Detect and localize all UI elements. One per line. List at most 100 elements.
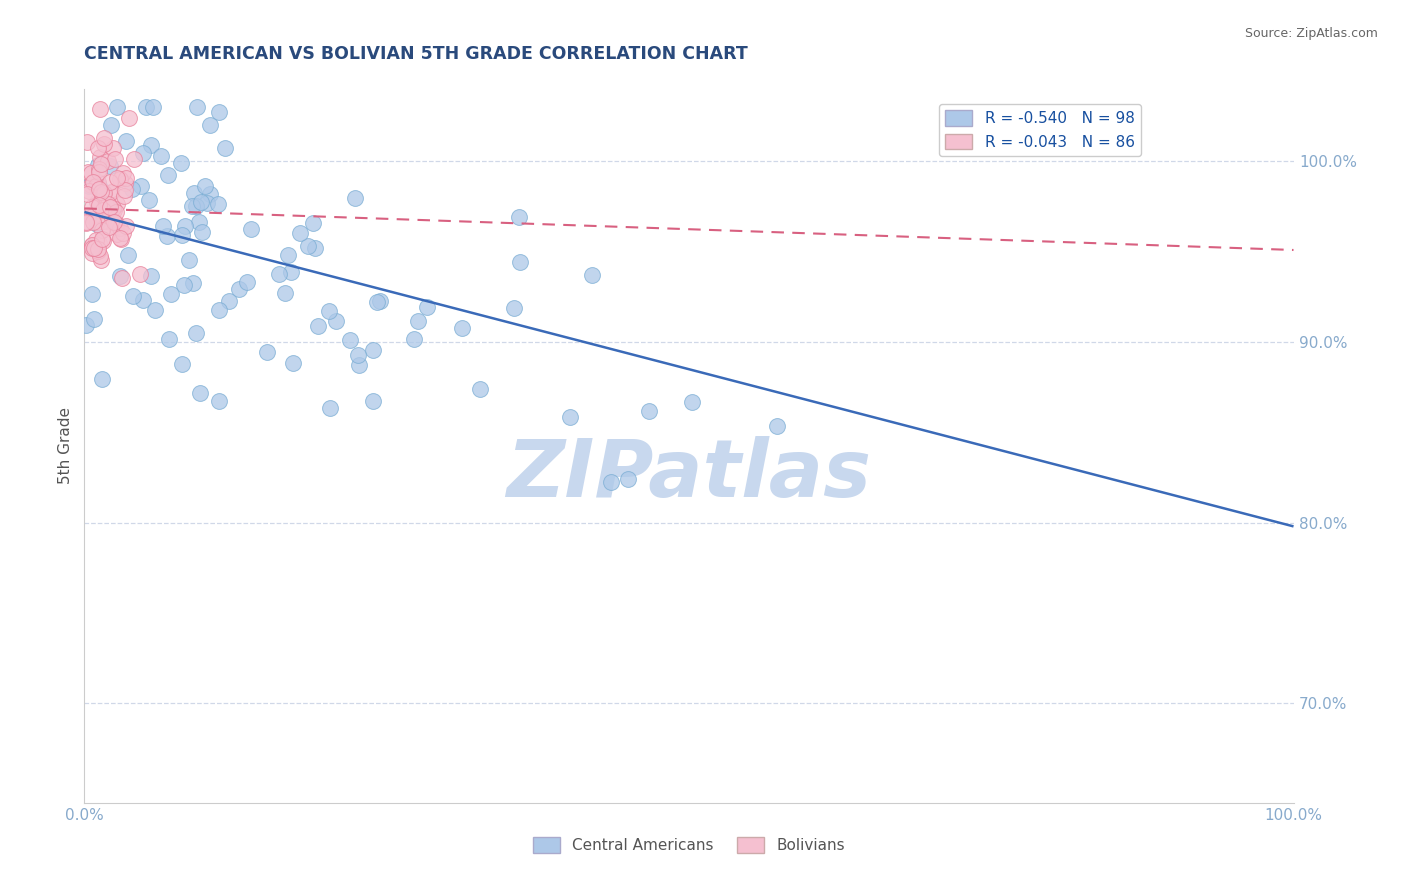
Point (145, 303, 167, 318)
Point (256, 345, 278, 359)
Point (307, 319, 329, 334)
Point (637, 403, 659, 417)
Point (408, 314, 430, 328)
Point (87, 175, 110, 189)
Point (239, 221, 262, 235)
Point (267, 267, 290, 281)
Point (200, 118, 222, 132)
Point (98, 202, 121, 217)
Point (170, 156, 193, 170)
Point (142, 100, 165, 114)
Point (160, 286, 183, 301)
Text: ZIPatlas: ZIPatlas (506, 435, 872, 514)
Point (346, 348, 368, 362)
Point (93, 214, 115, 228)
Point (112, 226, 135, 240)
Point (82, 175, 104, 189)
Point (103, 215, 125, 229)
Point (90, 185, 112, 199)
Y-axis label: 5th Grade: 5th Grade (58, 408, 73, 484)
Point (93, 131, 115, 145)
Point (218, 293, 240, 308)
Point (207, 393, 229, 408)
Point (77, 208, 100, 222)
Point (103, 201, 125, 215)
Point (98, 175, 121, 189)
Point (87, 141, 110, 155)
Point (503, 301, 526, 315)
Point (91, 232, 114, 246)
Point (104, 204, 127, 219)
Point (86, 179, 108, 194)
Point (361, 343, 384, 357)
Point (80, 178, 103, 193)
Point (114, 176, 136, 190)
Point (108, 221, 131, 235)
Point (108, 231, 131, 245)
Point (617, 472, 640, 486)
Point (302, 216, 325, 230)
Point (91, 234, 114, 248)
Point (105, 100, 128, 114)
Point (104, 216, 127, 230)
Point (404, 332, 426, 346)
Point (157, 332, 180, 346)
Point (558, 409, 581, 424)
Point (87, 178, 110, 193)
Point (100, 200, 122, 214)
Point (363, 394, 385, 409)
Point (87, 165, 110, 179)
Point (83, 312, 105, 326)
Point (121, 182, 143, 196)
Point (581, 268, 603, 282)
Point (508, 210, 530, 224)
Point (156, 229, 179, 244)
Point (183, 277, 205, 291)
Point (451, 321, 474, 335)
Point (149, 149, 172, 163)
Point (93, 186, 115, 200)
Point (91, 203, 114, 218)
Point (100, 185, 122, 199)
Point (152, 219, 174, 234)
Point (112, 189, 135, 203)
Point (103, 141, 125, 155)
Point (366, 294, 388, 309)
Point (194, 179, 217, 194)
Point (470, 382, 492, 396)
Point (87, 158, 110, 172)
Point (98, 159, 121, 173)
Point (138, 193, 160, 207)
Point (118, 111, 141, 125)
Point (80, 242, 103, 256)
Point (297, 238, 319, 252)
Point (94, 198, 117, 212)
Point (110, 268, 132, 283)
Point (304, 241, 326, 255)
Point (93, 195, 115, 210)
Point (104, 219, 127, 234)
Point (83, 241, 105, 255)
Point (183, 186, 205, 201)
Point (274, 285, 297, 300)
Point (132, 293, 155, 308)
Point (84, 233, 107, 247)
Point (195, 195, 218, 210)
Point (214, 141, 236, 155)
Point (98, 219, 121, 234)
Point (103, 203, 125, 218)
Point (104, 153, 127, 167)
Point (368, 294, 391, 309)
Point (100, 118, 122, 132)
Point (343, 191, 366, 205)
Point (83, 209, 105, 223)
Point (122, 288, 145, 302)
Point (170, 357, 193, 371)
Point (82, 214, 104, 228)
Point (765, 419, 787, 434)
Point (141, 137, 163, 152)
Point (90, 252, 112, 267)
Point (415, 300, 437, 314)
Point (599, 475, 621, 489)
Point (157, 168, 180, 182)
